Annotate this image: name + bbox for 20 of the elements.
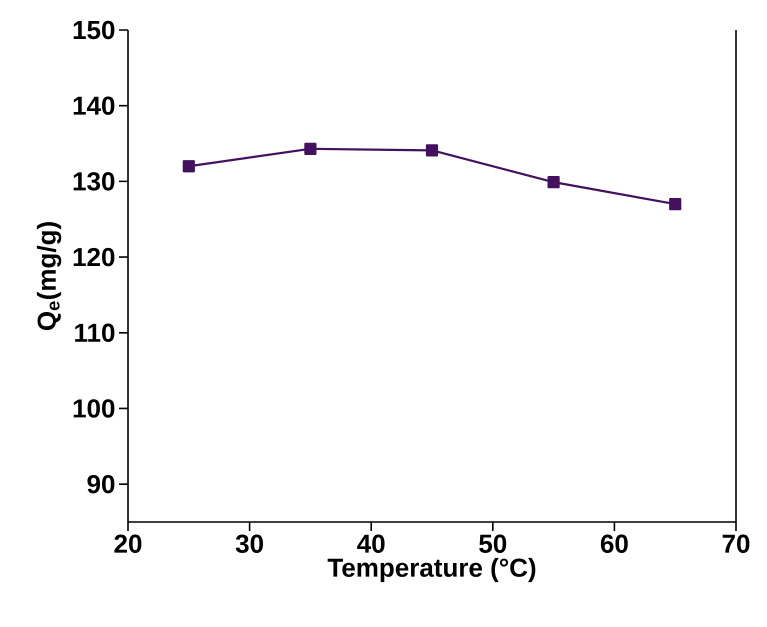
y-tick-label: 150	[74, 20, 114, 40]
x-tick-label: 60	[600, 534, 628, 553]
y-tick-label: 110	[75, 324, 114, 342]
point	[426, 144, 438, 156]
point	[182, 160, 195, 172]
y-tick-label: 100	[74, 399, 114, 418]
point	[669, 198, 682, 210]
x-tick-label: 30	[236, 534, 263, 553]
x-tick-label: 20	[114, 534, 142, 553]
point	[548, 176, 560, 188]
x-axis-title: Temperature (°C)	[328, 558, 536, 582]
y-tick-label: 130	[74, 172, 114, 191]
y-tick-label: 90	[87, 474, 114, 494]
y-axis-title: Q$_{e}$(mg/g)	[36, 222, 62, 330]
y-tick-label: 120	[74, 248, 114, 266]
x-tick-label: 40	[357, 534, 385, 553]
x-tick-label: 50	[479, 534, 506, 553]
y-tick-label: 140	[74, 96, 114, 115]
point	[304, 142, 317, 155]
x-tick-label: 70	[722, 534, 750, 553]
